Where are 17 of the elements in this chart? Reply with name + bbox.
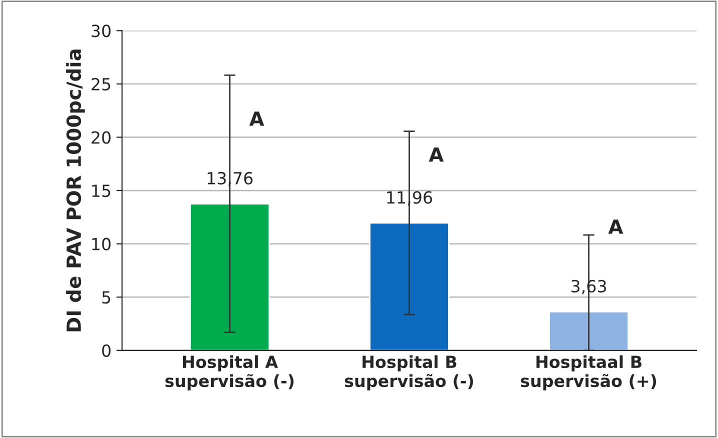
- annotation: A: [428, 147, 444, 162]
- y-tick-label: 15: [92, 184, 110, 198]
- bar: [369, 222, 450, 350]
- bar: [190, 203, 270, 350]
- y-tick-label: 10: [92, 238, 111, 250]
- x-tick-label: Hospital B supervisão (-): [344, 355, 474, 390]
- annotation: A: [608, 220, 624, 234]
- bar: [548, 311, 629, 350]
- x-tick-label: Hospital A supervisão (-): [165, 355, 294, 390]
- y-tick-label: 0: [102, 344, 111, 357]
- y-tick-label: 5: [102, 291, 110, 304]
- x-tick-label: Hospitaal B supervisão (+): [520, 355, 656, 390]
- y-axis-title: DI de PAV POR 1000pc/dia: [66, 50, 85, 332]
- y-tick-label: 20: [92, 131, 111, 144]
- annotation: A: [249, 112, 264, 126]
- y-tick-label: 30: [92, 24, 111, 38]
- y-tick-label: 25: [92, 78, 110, 91]
